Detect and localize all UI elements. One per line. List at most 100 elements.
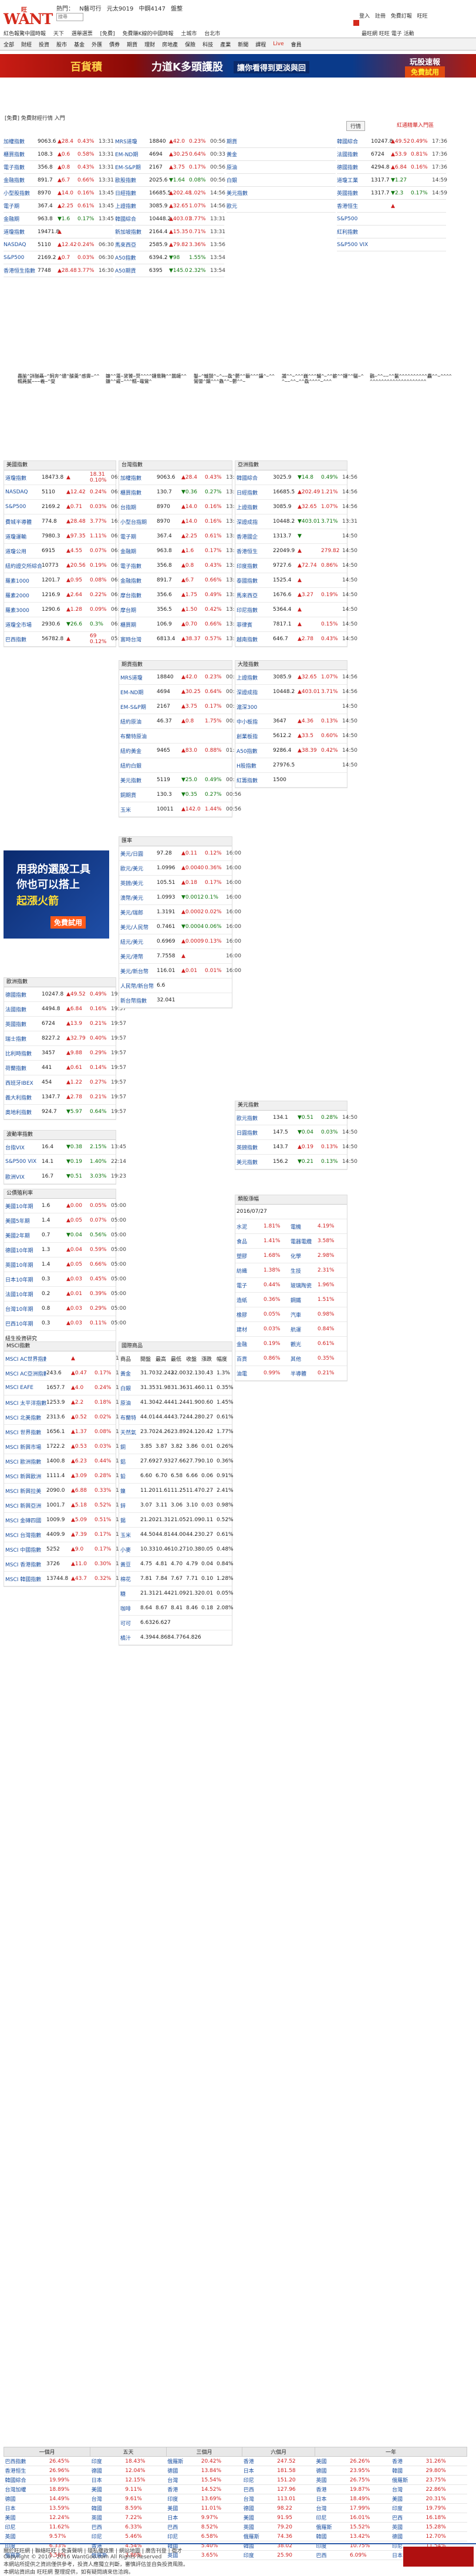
quote-row[interactable]: 道瓊工業 1317.7 ▼1.27 14:59 [337, 174, 447, 187]
nav-item-0[interactable]: 全部 [4, 42, 15, 48]
quote-row[interactable]: 德國10年期 1.3 ▲0.04 0.59% 05:00 [4, 1243, 126, 1257]
ranking-cell[interactable]: 英國 [390, 2522, 425, 2532]
quote-row[interactable]: 英鎊/美元 105.51 ▲0.18 0.17% 16:00 [119, 876, 241, 890]
table-cell[interactable]: 油電 [237, 1371, 248, 1377]
ranking-cell[interactable]: 俄羅斯 [90, 2550, 124, 2560]
index-name[interactable]: 創業板指 [237, 734, 258, 740]
index-name[interactable]: 台指VIX [5, 1145, 25, 1151]
index-name[interactable]: EM-S&P期 [115, 165, 141, 171]
breadcrumb-item[interactable]: [免費] [100, 31, 115, 37]
ranking-cell[interactable]: 英國 [4, 2531, 48, 2541]
index-name[interactable]: EM-ND期 [115, 152, 139, 158]
index-name[interactable]: 櫃買指數 [120, 490, 142, 496]
table-row[interactable]: 棉花 7.81 7.84 7.67 7.71 0.10 1.28% [119, 1572, 234, 1586]
quote-row[interactable]: 美元/港幣 7.7558 ▲ 16:00 [119, 949, 241, 964]
index-name[interactable]: 上證指數 [237, 505, 258, 511]
table-cell[interactable]: 玉米 [120, 1532, 131, 1539]
hot-link[interactable]: N藝可行 [79, 6, 102, 12]
nav-item-13[interactable]: 新聞 [238, 42, 249, 48]
ranking-cell[interactable]: 德國 [390, 2531, 425, 2541]
quote-row[interactable]: 上證指數 3085.9 ▲32.65 1.07% 14:56 [235, 670, 357, 685]
index-name[interactable]: 紐約原油 [120, 719, 142, 725]
quote-row[interactable]: 布蘭特原油 [119, 729, 232, 744]
quote-row[interactable]: 台灣10年期 0.8 ▲0.03 0.29% 05:00 [4, 1302, 126, 1316]
quote-row[interactable]: 羅素3000 1290.6 ▲1.28 0.09% 06:30 [4, 603, 126, 617]
index-name[interactable]: 金融期 [120, 549, 137, 555]
period-tab[interactable]: 六個月 [242, 2447, 316, 2457]
index-name[interactable]: 韓國綜合 [337, 139, 359, 145]
quote-row[interactable]: 上證指數 3085.9 ▲32.65 1.07% 14:56 [115, 200, 225, 213]
index-name[interactable]: EM-ND期 [120, 690, 144, 696]
index-name[interactable]: MSCI AC世界指數 [5, 1356, 46, 1363]
index-name[interactable]: 香港恒生 [237, 549, 258, 555]
index-name[interactable]: MSCI 歐洲指數 [5, 1459, 42, 1465]
quote-row[interactable]: 紐約黃金 9465 ▲83.0 0.88% 01:04 [119, 744, 241, 758]
quote-row[interactable]: 台指期 8970 ▲14.0 0.16% 13:45 [119, 500, 241, 514]
quote-row[interactable]: 韓國綜合 3025.9 ▼14.8 0.49% 14:56 [235, 470, 357, 485]
index-name[interactable]: 道瓊指數 [4, 230, 25, 236]
ranking-cell[interactable]: 俄羅斯 [166, 2456, 200, 2466]
ranking-cell[interactable]: 德國 [315, 2466, 349, 2476]
nav-item-11[interactable]: 科技 [202, 42, 214, 48]
quote-row[interactable]: 紅籌指數 1500 [235, 773, 347, 788]
table-cell[interactable]: 黃豆 [120, 1562, 131, 1568]
quote-row[interactable]: 韓國綜合 10247.8 ▲49.52 0.49% 17:36 [337, 135, 447, 148]
ranking-cell[interactable]: 美國 [315, 2456, 349, 2466]
index-name[interactable]: 費城半導體 [5, 519, 32, 526]
ranking-cell[interactable]: 印度 [390, 2503, 425, 2513]
index-name[interactable]: 白銀 [227, 178, 238, 184]
quote-row[interactable]: 歐元/美元 1.0996 ▲0.0040 0.36% 16:00 [119, 861, 241, 876]
index-name[interactable]: 中小板指 [237, 719, 258, 725]
quote-row[interactable]: 期貨 [227, 135, 336, 148]
quote-row[interactable]: 日經指數 16685.5 ▲202.48 1.02% 14:56 [115, 187, 225, 200]
quote-row[interactable]: A50期貨 6395 ▼145.0 2.32% 13:54 [115, 264, 225, 277]
hot-link[interactable]: 中鋼4147 [139, 6, 166, 12]
quote-row[interactable]: 馬來西亞 1676.6 ▲3.27 0.19% 14:50 [235, 588, 357, 603]
index-name[interactable]: 印度指數 [237, 563, 258, 570]
ranking-cell[interactable]: 台灣 [166, 2475, 200, 2485]
table-cell[interactable]: 錫 [120, 1518, 126, 1524]
ranking-cell[interactable]: 俄羅斯 [390, 2475, 425, 2485]
index-name[interactable]: 滬深300 [237, 704, 258, 711]
ranking-cell[interactable]: 美國 [4, 2513, 48, 2523]
quote-row[interactable]: 富時台灣 6813.4 ▲38.37 0.57% 13:31 [119, 632, 241, 647]
nav-item-2[interactable]: 投資 [39, 42, 50, 48]
table-cell[interactable]: 電子 [237, 1283, 248, 1289]
quote-row[interactable]: 法國10年期 0.2 ▲0.01 0.39% 05:00 [4, 1287, 126, 1302]
quote-row[interactable]: 西班牙IBEX 454 ▲1.22 0.27% 19:57 [4, 1075, 126, 1090]
index-name[interactable]: MSCI 北美指數 [5, 1415, 42, 1421]
ranking-cell[interactable]: 日本 [90, 2475, 124, 2485]
index-name[interactable]: 美元指數 [237, 1159, 258, 1166]
quote-row[interactable]: 道瓊運輸 7980.3 ▲97.35 1.11% 06:30 [4, 529, 126, 544]
table-row[interactable]: 黃金 31.70 32.242 32.00 32.13 0.43 1.3% [119, 1366, 232, 1381]
table-row[interactable]: 百貨 0.86% 其他 0.35% [235, 1351, 347, 1366]
quote-row[interactable]: 英國指數 6724 ▲13.9 0.21% 19:57 [4, 1017, 126, 1031]
quote-row[interactable]: 菲律賓 7817.1 ▲ 0.15% 14:50 [235, 617, 357, 632]
quote-row[interactable]: 美元指數 156.2 ▼0.21 0.13% 14:50 [235, 1155, 357, 1169]
table-cell[interactable]: 鋅 [120, 1503, 126, 1509]
quote-row[interactable]: 原油 [227, 161, 336, 174]
index-name[interactable]: 期貨 [227, 139, 238, 145]
ranking-cell[interactable]: 俄羅斯 [4, 2550, 48, 2560]
table-cell[interactable]: 紡織 [237, 1268, 248, 1274]
ranking-cell[interactable]: 台灣 [390, 2484, 425, 2494]
table-row[interactable]: 橡膠 0.05% 汽車 0.98% [235, 1307, 347, 1322]
index-name[interactable]: 日本10年期 [5, 1277, 33, 1283]
table-row[interactable]: 鉛 6.60 6.70 6.58 6.66 0.06 0.91% [119, 1469, 234, 1484]
quote-row[interactable]: 上證指數 3085.9 ▲32.65 1.07% 14:56 [235, 500, 357, 514]
ranking-cell[interactable]: 香港 [315, 2484, 349, 2494]
quote-row[interactable]: 香港恒生 22049.9 ▲ 279.82 14:50 [235, 544, 357, 559]
table-cell[interactable]: 鎳 [120, 1488, 126, 1495]
index-name[interactable]: 深證成指 [237, 690, 258, 696]
ranking-cell[interactable]: 台灣 [90, 2494, 124, 2504]
quote-row[interactable]: 法國指數 6724 ▲53.9 0.81% 17:36 [337, 148, 447, 161]
quote-row[interactable]: 白銀 [227, 174, 336, 187]
quote-row[interactable]: 香港恒生指數 7748 ▲28.48 3.77% 16:30 [4, 264, 114, 277]
quote-row[interactable]: EM-ND期 4694 ▲30.25 0.64% 00:33 [115, 148, 225, 161]
promo-banner[interactable]: 百貨積 力道K多頭護股 讓你看得到更淡與回 玩股速報 免費試用 [0, 54, 476, 78]
quote-row[interactable]: 香港國企 1313.7 ▼ 14:50 [235, 529, 357, 544]
quote-row[interactable]: H股指數 27976.5 14:50 [235, 758, 357, 773]
quote-row[interactable]: 印尼指數 5364.4 ▲ 14:50 [235, 603, 357, 617]
